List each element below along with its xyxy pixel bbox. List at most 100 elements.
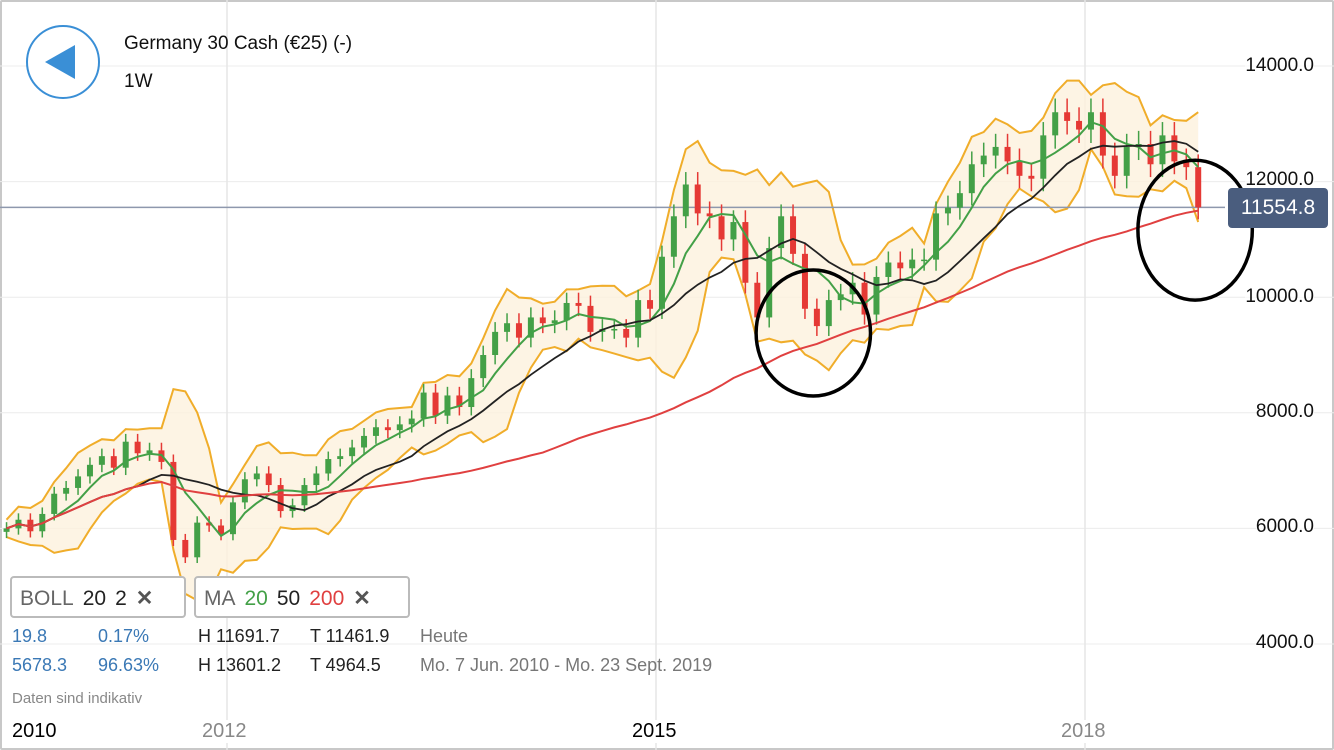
candle-body <box>325 459 332 474</box>
candle-body <box>897 262 904 269</box>
candle-body <box>742 222 749 283</box>
high-range: H 13601.2 <box>198 655 282 675</box>
change-points: 19.8 <box>12 626 48 646</box>
ma200-line <box>6 209 1199 530</box>
candle-body <box>635 300 642 338</box>
candle-body <box>1099 112 1106 156</box>
candle-body <box>587 305 594 332</box>
ma-indicator-chip[interactable]: MA 20 50 200 ✕ <box>194 576 410 618</box>
candle-body <box>1076 120 1083 130</box>
candle-body <box>1052 112 1059 136</box>
candle-body <box>933 213 940 260</box>
candle-body <box>420 392 427 419</box>
candle-body <box>623 328 630 338</box>
candle-body <box>110 456 117 468</box>
close-x-icon[interactable]: ✕ <box>135 587 154 610</box>
candle-body <box>456 395 463 408</box>
candle-body <box>694 184 701 214</box>
candle-body <box>134 441 141 454</box>
candle-body <box>241 479 248 503</box>
candle-body <box>956 193 963 208</box>
candle-body <box>1111 155 1118 176</box>
annotation-ellipse <box>754 268 873 398</box>
candle-body <box>206 522 213 526</box>
period-label[interactable]: 1W <box>124 71 153 92</box>
candle-body <box>504 323 511 332</box>
candle-body <box>384 427 391 431</box>
candle-body <box>408 418 415 425</box>
boll-indicator-chip[interactable]: BOLL 20 2 ✕ <box>10 576 186 618</box>
candle-body <box>122 441 129 468</box>
candle-body <box>575 302 582 306</box>
candle-body <box>229 502 236 535</box>
candle-body <box>480 355 487 379</box>
candle-body <box>146 450 153 454</box>
close-x-icon[interactable]: ✕ <box>353 587 371 610</box>
date-range-label: Mo. 7 Jun. 2010 - Mo. 23 Sept. 2019 <box>420 655 713 675</box>
candle-body <box>361 435 368 448</box>
today-label: Heute <box>420 626 469 646</box>
y-tick-label: 6000.0 <box>1255 516 1314 538</box>
y-tick-label: 12000.0 <box>1245 169 1314 191</box>
candle-body <box>551 320 558 324</box>
candle-body <box>706 213 713 217</box>
candle-body <box>778 216 785 249</box>
low-range: T 4964.5 <box>310 655 381 675</box>
bollinger-upper-line <box>5 79 1199 521</box>
ma-50: 50 <box>276 587 301 610</box>
candle-body <box>492 331 499 355</box>
candle-body <box>885 262 892 277</box>
ma-20: 20 <box>244 587 268 610</box>
y-tick-label: 4000.0 <box>1255 632 1314 654</box>
candle-body <box>801 253 808 309</box>
candle-body <box>992 146 999 156</box>
high-today: H 11691.7 <box>198 626 280 646</box>
candle-body <box>766 248 773 318</box>
candle-body <box>1171 135 1178 162</box>
candle-body <box>63 487 70 494</box>
candle-body <box>170 461 177 540</box>
candle-body <box>754 282 761 318</box>
candle-body <box>1183 161 1190 168</box>
back-button[interactable] <box>26 25 100 99</box>
candle-body <box>611 328 618 331</box>
change-percent: 0.17% <box>98 626 150 646</box>
candle-body <box>1004 146 1011 162</box>
candle-body <box>1087 112 1094 130</box>
ma-200: 200 <box>309 587 345 610</box>
candle-body <box>75 476 82 488</box>
disclaimer: Daten sind indikativ <box>12 690 143 707</box>
y-tick-label: 8000.0 <box>1255 401 1314 423</box>
candle-body <box>1040 135 1047 179</box>
candle-body <box>670 216 677 257</box>
candle-body <box>515 323 522 338</box>
candle-body <box>337 456 344 460</box>
candle-body <box>1147 144 1154 165</box>
candle-body <box>218 525 225 535</box>
candle-body <box>1195 167 1202 208</box>
annotation-ellipse <box>1136 158 1255 302</box>
candle-body <box>825 300 832 327</box>
candle-body <box>444 395 451 416</box>
candle-body <box>1123 146 1130 176</box>
current-price-tag: 11554.8 <box>1228 188 1328 228</box>
candle-body <box>432 392 439 416</box>
x-tick-label: 2015 <box>622 720 687 743</box>
candle-body <box>527 317 534 338</box>
ma-name: MA <box>204 587 236 610</box>
candle-body <box>313 473 320 486</box>
boll-stddev: 2 <box>115 587 127 610</box>
ma50-line <box>6 140 1199 530</box>
range-change-percent: 96.63% <box>98 655 160 675</box>
candle-body <box>873 276 880 315</box>
x-tick-label: 2010 <box>2 720 67 743</box>
candle-body <box>253 473 260 480</box>
range-change-points: 5678.3 <box>12 655 68 675</box>
candle-body <box>1016 161 1023 176</box>
ma20-line <box>6 120 1199 538</box>
candle-body <box>658 256 665 309</box>
candle-body <box>682 184 689 217</box>
instrument-title: Germany 30 Cash (€25) (-) <box>124 33 353 54</box>
